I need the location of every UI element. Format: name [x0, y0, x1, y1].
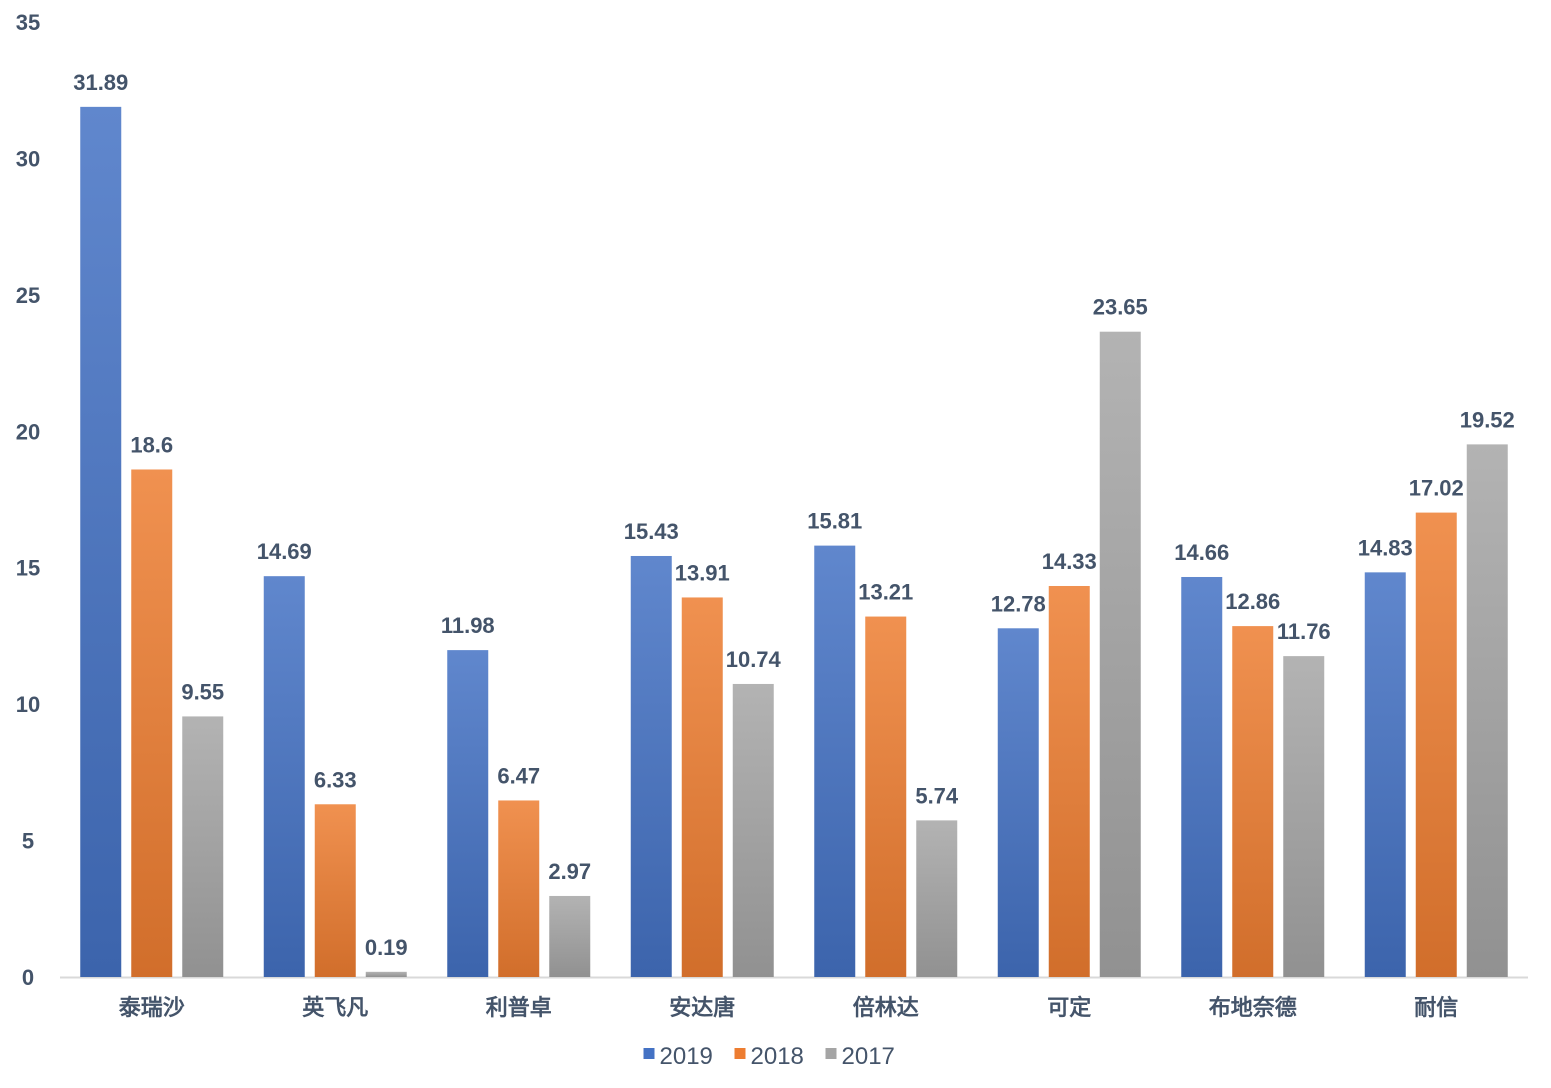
data-label: 17.02 [1409, 476, 1464, 501]
x-category-label: 泰瑞沙 [118, 996, 185, 1021]
bar-2017 [1283, 656, 1325, 977]
data-label: 13.21 [858, 580, 913, 605]
data-label: 9.55 [181, 679, 224, 704]
legend-label: 2019 [660, 1043, 713, 1070]
bar-2017 [1466, 444, 1508, 978]
bar-2018 [1048, 585, 1090, 977]
data-label: 6.33 [314, 767, 357, 792]
bar-2019 [1181, 576, 1223, 977]
bar-2018 [865, 616, 907, 977]
y-tick-label: 5 [22, 829, 34, 854]
data-label: 14.66 [1174, 540, 1229, 565]
data-label: 12.86 [1225, 589, 1280, 614]
data-label: 15.43 [624, 519, 679, 544]
data-label: 23.65 [1093, 295, 1148, 320]
legend-swatch [825, 1048, 837, 1059]
bar-2017 [549, 895, 591, 977]
bar-2019 [814, 545, 856, 977]
x-category-label: 可定 [1047, 995, 1091, 1021]
bar-2019 [263, 576, 305, 977]
y-tick-label: 10 [16, 692, 40, 717]
data-label: 5.74 [915, 783, 959, 808]
data-label: 14.69 [257, 539, 312, 564]
bar-2018 [498, 800, 540, 977]
data-label: 15.81 [807, 509, 862, 534]
data-label: 19.52 [1460, 407, 1515, 432]
x-category-label: 英飞凡 [302, 996, 368, 1021]
legend-label: 2017 [842, 1043, 895, 1070]
data-label: 18.6 [130, 432, 173, 457]
x-category-label: 倍林达 [853, 995, 919, 1021]
bar-2019 [630, 555, 672, 977]
data-label: 10.74 [726, 647, 782, 672]
x-category-label: 耐信 [1414, 995, 1458, 1021]
data-labels-layer: 31.89 18.6 9.55 14.69 6.33 0.19 11.98 6.47 2.97 1… [73, 70, 1515, 960]
bar-2019 [80, 106, 122, 977]
axis-layer: 0 5 10 15 20 25 30 35 泰瑞沙 英飞凡 利普卓 安达唐 倍林达 可定 布地奈德 耐信 [16, 10, 1528, 1021]
bar-2019 [997, 628, 1039, 977]
bar-2017 [916, 820, 958, 977]
bar-2017 [182, 716, 224, 977]
bar-2018 [1415, 512, 1457, 977]
data-label: 13.91 [675, 560, 730, 585]
data-label: 14.33 [1042, 549, 1097, 574]
bar-2017 [1099, 331, 1141, 977]
bars-layer [80, 106, 1508, 978]
x-category-label: 利普卓 [486, 995, 552, 1021]
data-label: 14.83 [1358, 535, 1413, 560]
data-label: 12.78 [991, 591, 1046, 616]
data-label: 0.19 [365, 935, 408, 960]
bar-2017 [365, 971, 407, 977]
bar-2019 [447, 650, 489, 977]
data-label: 11.76 [1277, 619, 1331, 644]
data-label: 31.89 [73, 70, 128, 95]
legend: 2019 2018 2017 [643, 1043, 895, 1070]
y-tick-label: 30 [16, 146, 40, 171]
y-tick-label: 35 [16, 10, 40, 35]
y-tick-label: 0 [22, 965, 34, 990]
y-tick-label: 20 [16, 419, 40, 444]
data-label: 6.47 [497, 763, 540, 788]
bar-2017 [732, 683, 774, 977]
bar-2018 [681, 597, 723, 977]
legend-swatch [643, 1048, 655, 1059]
x-category-label: 布地奈德 [1209, 995, 1297, 1021]
legend-label: 2018 [751, 1043, 804, 1070]
bar-2018 [1232, 626, 1274, 977]
x-category-label: 安达唐 [669, 995, 735, 1021]
bar-2018 [131, 469, 173, 977]
legend-swatch [734, 1048, 746, 1059]
bar-2018 [314, 804, 356, 977]
data-label: 2.97 [548, 859, 591, 884]
y-tick-label: 25 [16, 283, 40, 308]
bar-2019 [1364, 572, 1406, 977]
data-label: 11.98 [441, 613, 495, 638]
y-tick-label: 15 [16, 556, 40, 581]
